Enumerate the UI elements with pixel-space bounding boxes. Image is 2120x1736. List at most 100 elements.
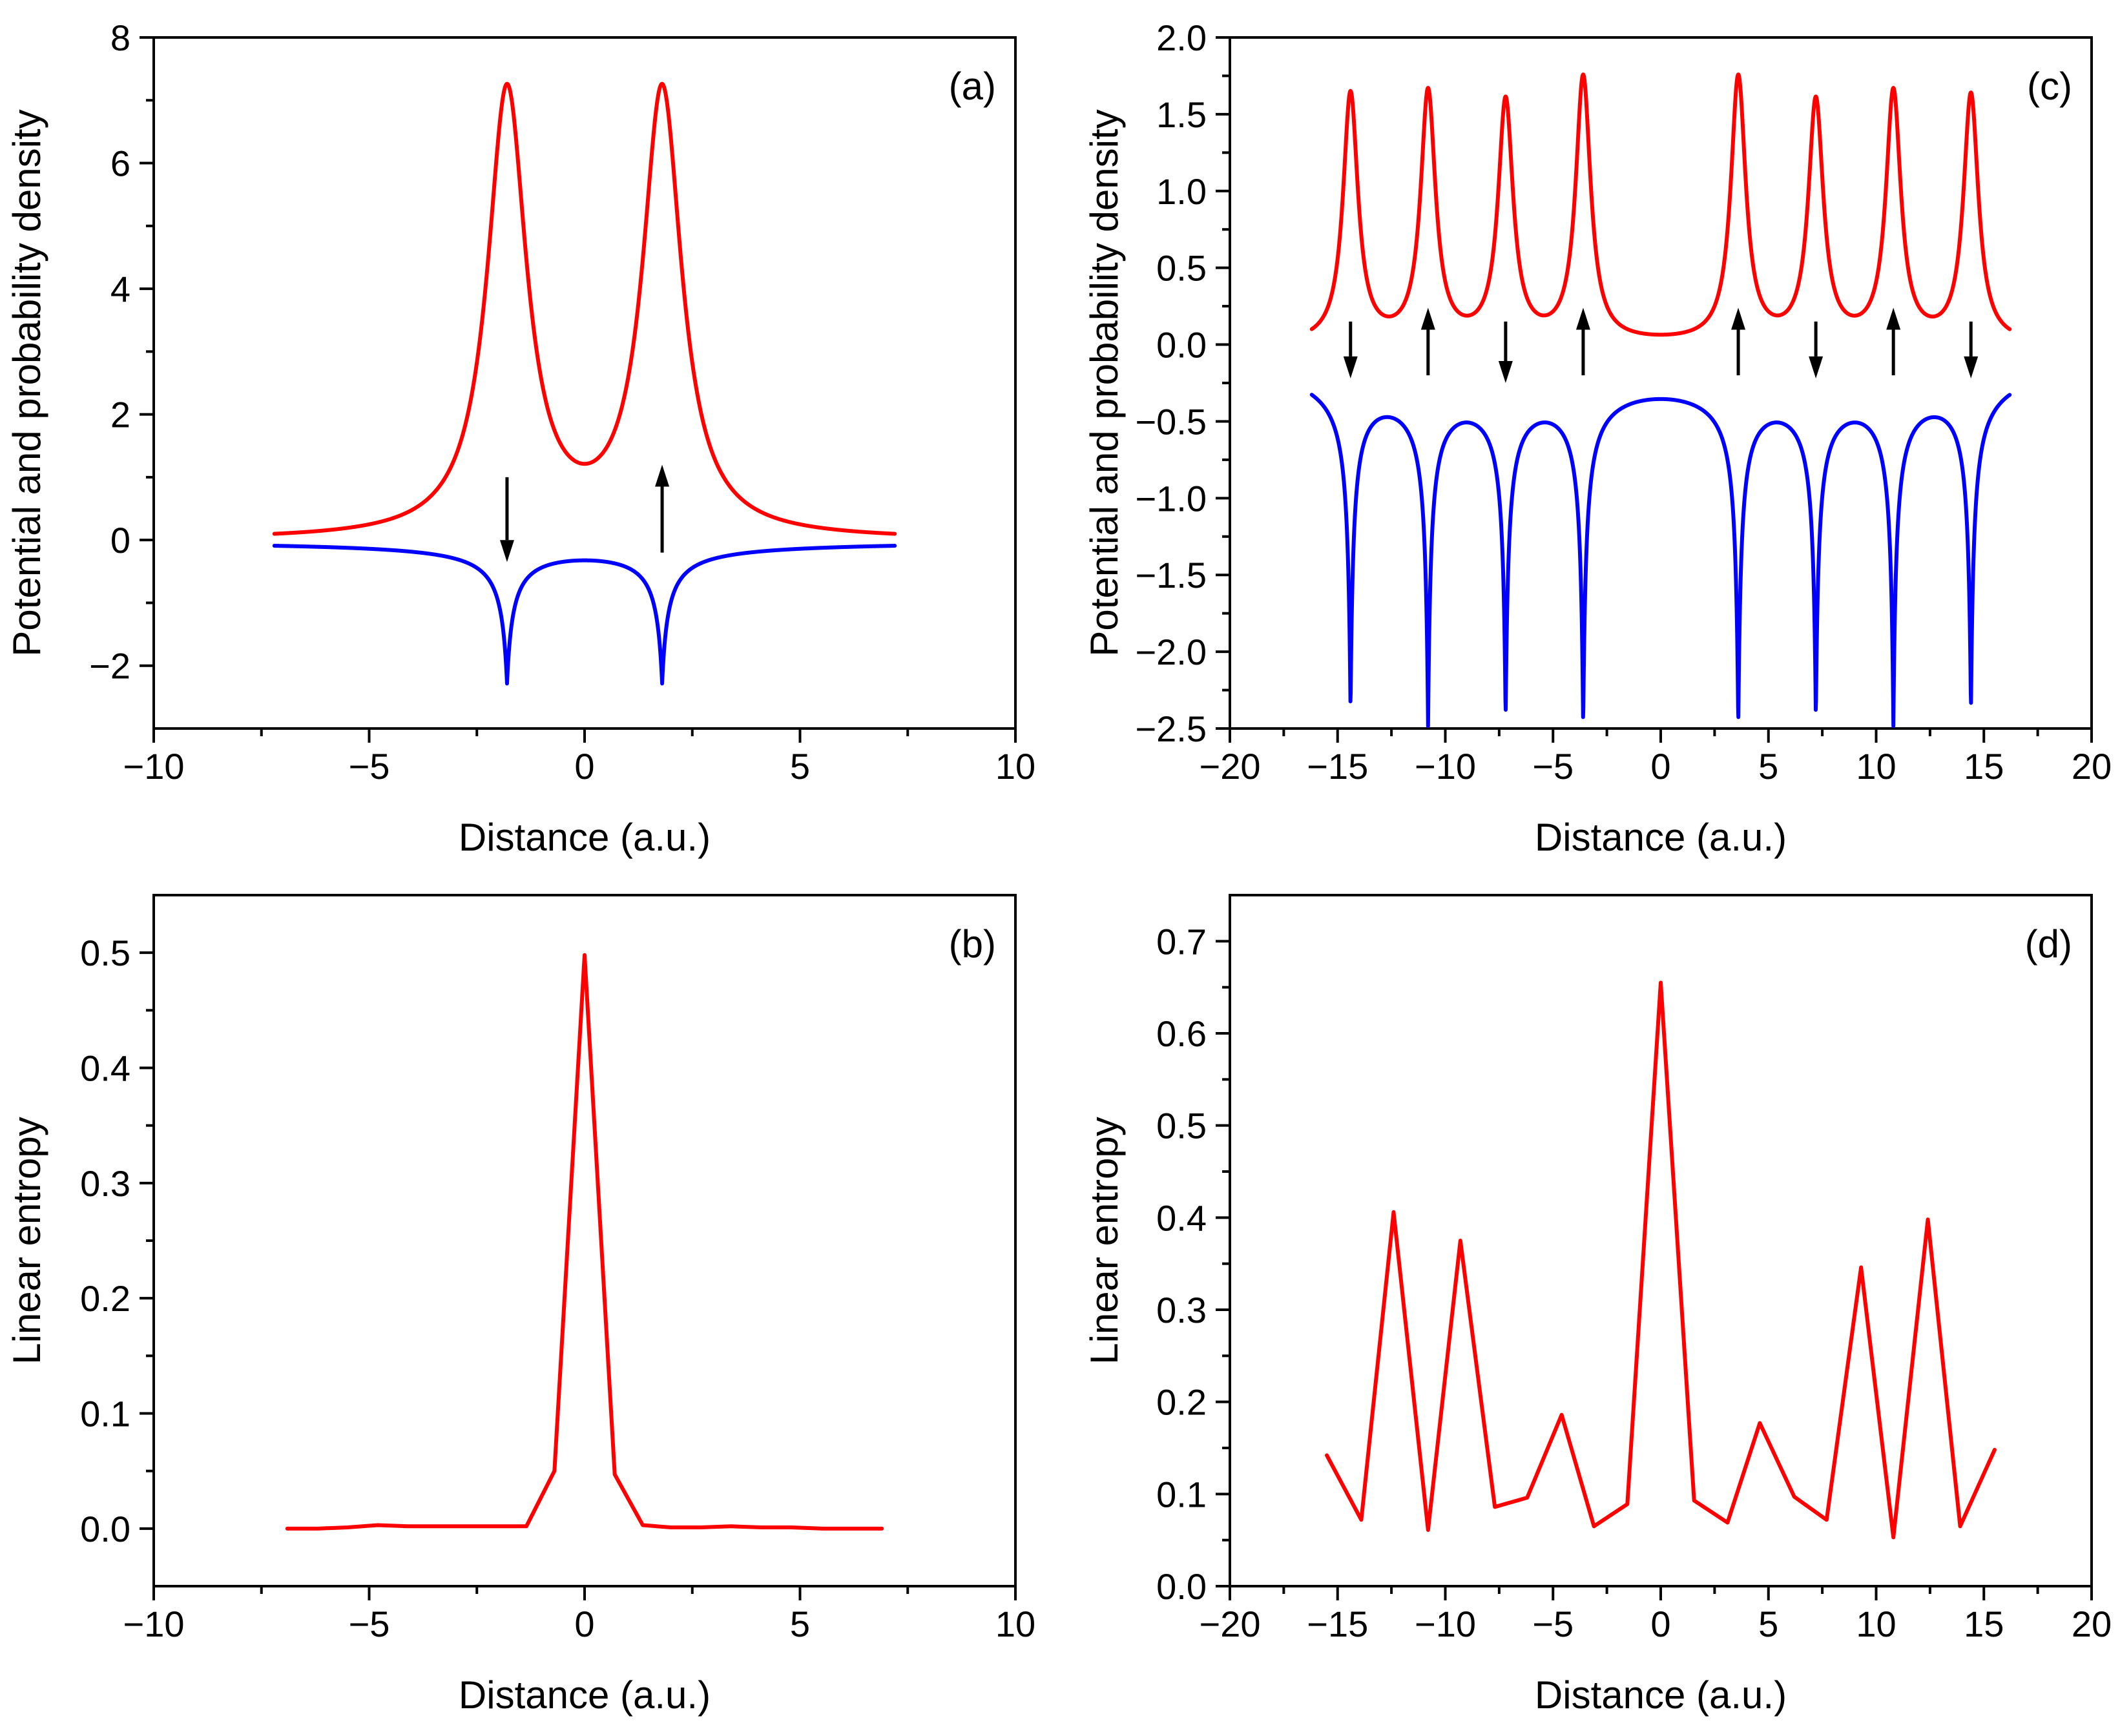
- panel-c-xtick-label: 0: [1650, 746, 1670, 787]
- panel-a-arrow-down-icon: [499, 540, 514, 563]
- panel-c-arrow-down-icon: [1343, 356, 1358, 378]
- panel-c-arrow-up-icon: [1731, 307, 1746, 330]
- panel-a-xtick-label: 0: [574, 746, 594, 787]
- panel-c-ytick-label: −2.5: [1135, 708, 1207, 749]
- panel-a-xlabel: Distance (a.u.): [459, 816, 711, 859]
- panel-c-xtick-label: 5: [1758, 746, 1778, 787]
- panel-d-xtick-label: 10: [1856, 1604, 1896, 1644]
- panel-b-xlabel: Distance (a.u.): [459, 1673, 711, 1717]
- panel-d-xlabel: Distance (a.u.): [1535, 1673, 1787, 1717]
- panel-a-series-potential: [272, 544, 897, 686]
- panel-c-arrow-down-icon: [1809, 356, 1824, 378]
- panel-a-xtick-label: 10: [995, 746, 1035, 787]
- panel-d-ytick-label: 0.2: [1156, 1382, 1207, 1423]
- panel-c-ytick-label: −1.5: [1135, 555, 1207, 595]
- panel-b-xtick-label: 10: [995, 1604, 1035, 1644]
- panel-b-ytick-label: 0.4: [80, 1048, 130, 1089]
- panel-d-ticks: −20 −15 −10 −5 0 5 10 15 20 0.0 0.1 0.2 0.3 0.4 0.5 0.6…: [1156, 921, 2112, 1644]
- panel-c-label: (c): [2027, 65, 2072, 108]
- panel-b-ticks: −10 −5 0 5 10 0.0 0.1 0.2 0.3 0.4 0.5: [80, 933, 1035, 1644]
- panel-d-ytick-label: 0.5: [1156, 1106, 1207, 1146]
- panel-d-xtick-label: 20: [2072, 1604, 2112, 1644]
- panel-c-xtick-label: −10: [1415, 746, 1476, 787]
- panel-d-ytick-label: 0.0: [1156, 1566, 1207, 1607]
- panel-d-xtick-label: −10: [1415, 1604, 1476, 1644]
- panel-b-series: [285, 953, 884, 1531]
- panel-c-ytick-label: 1.5: [1156, 94, 1207, 135]
- panel-c-xtick-label: 10: [1856, 746, 1896, 787]
- panel-b-xtick-label: −10: [123, 1604, 185, 1644]
- panel-c-series-probability-density: [1309, 72, 2012, 337]
- panel-c-series-potential: [1309, 393, 2012, 728]
- panel-c-ytick-label: −0.5: [1135, 401, 1207, 442]
- panel-c-xtick-label: −20: [1200, 746, 1261, 787]
- panel-c-ytick-label: −2.0: [1135, 632, 1207, 672]
- panel-d-ylabel: Linear entropy: [1083, 1117, 1126, 1365]
- panel-c-arrow-down-icon: [1498, 361, 1513, 383]
- panel-d-ytick-label: 0.7: [1156, 921, 1207, 962]
- panel-b-xtick-label: −5: [349, 1604, 390, 1644]
- panel-c-arrow-up-icon: [1575, 307, 1590, 330]
- panel-b-label: (b): [949, 922, 996, 966]
- panel-d-series: [1325, 980, 1997, 1540]
- panel-c-arrows: [1343, 307, 1979, 383]
- panel-a-arrow-up-icon: [655, 464, 670, 487]
- panel-a-series: [272, 81, 897, 686]
- panel-c-ytick-label: −1.0: [1135, 478, 1207, 519]
- panel-d-xtick-label: −20: [1200, 1604, 1261, 1644]
- panel-b-series-linear-entropy: [285, 953, 884, 1531]
- panel-b-xtick-label: 5: [790, 1604, 810, 1644]
- panel-c-xtick-label: 15: [1964, 746, 2004, 787]
- panel-d-xtick-label: −15: [1307, 1604, 1368, 1644]
- panel-c-ytick-label: 2.0: [1156, 17, 1207, 58]
- panel-d-ytick-label: 0.1: [1156, 1474, 1207, 1514]
- panel-c-ticks: −20 −15 −10 −5 0 5 10 15 20 −2.5 −2.0 −1.5 −1.0 −0.5 0…: [1135, 17, 2112, 787]
- panel-c-ylabel: Potential and probability density: [1083, 109, 1126, 656]
- panel-c-series: [1309, 72, 2012, 728]
- panel-d-xtick-label: 15: [1964, 1604, 2004, 1644]
- panel-d-ytick-label: 0.4: [1156, 1197, 1207, 1238]
- panel-d-xtick-label: −5: [1532, 1604, 1574, 1644]
- panel-a-label: (a): [949, 65, 996, 108]
- panel-c-ytick-label: 0.5: [1156, 248, 1207, 289]
- panel-c-xtick-label: −5: [1532, 746, 1574, 787]
- panel-d-label: (d): [2025, 922, 2072, 966]
- panel-a-series-probability-density: [272, 81, 897, 536]
- panel-c: −20 −15 −10 −5 0 5 10 15 20 −2.5 −2.0 −1.5 −1.0 −0.5 0…: [1083, 17, 2112, 859]
- panel-b-ytick-label: 0.0: [80, 1509, 130, 1549]
- panel-c-arrow-up-icon: [1886, 307, 1901, 330]
- panel-c-arrow-up-icon: [1420, 307, 1435, 330]
- panel-c-ytick-label: 1.0: [1156, 171, 1207, 212]
- panel-d-ytick-label: 0.3: [1156, 1290, 1207, 1330]
- panel-b-ytick-label: 0.1: [80, 1394, 130, 1434]
- panel-a-ytick-label: 2: [110, 395, 130, 435]
- panel-a-arrows: [499, 464, 670, 563]
- panel-c-arrow-down-icon: [1964, 356, 1979, 378]
- panel-a-ticks: −10 −5 0 5 10 −2 0 2 4 6 8: [89, 17, 1035, 787]
- panel-d-xtick-label: 5: [1758, 1604, 1778, 1644]
- panel-b-ytick-label: 0.3: [80, 1163, 130, 1204]
- panel-a-ytick-label: 6: [110, 143, 130, 184]
- panel-a-ytick-label: 8: [110, 17, 130, 58]
- panel-b-ylabel: Linear entropy: [5, 1117, 48, 1365]
- panel-d-series-linear-entropy: [1325, 980, 1997, 1540]
- panel-a-ytick-label: 0: [110, 520, 130, 561]
- panel-c-xtick-label: 20: [2072, 746, 2112, 787]
- panel-a-ytick-label: 4: [110, 269, 130, 309]
- panel-d-xtick-label: 0: [1650, 1604, 1670, 1644]
- panel-a-xtick-label: −5: [349, 746, 390, 787]
- panel-b-ytick-label: 0.5: [80, 933, 130, 973]
- panel-a-xtick-label: 5: [790, 746, 810, 787]
- panel-b: −10 −5 0 5 10 0.0 0.1 0.2 0.3 0.4 0.5 (b) Distance…: [5, 894, 1035, 1717]
- panel-a: −10 −5 0 5 10 −2 0 2 4 6 8 (a) Distance (a.u.) Pot…: [5, 17, 1035, 859]
- panel-c-ytick-label: 0.0: [1156, 325, 1207, 366]
- panel-a-ytick-label: −2: [89, 646, 130, 687]
- panel-d: −20 −15 −10 −5 0 5 10 15 20 0.0 0.1 0.2 0.3 0.4 0.5 0.6…: [1083, 894, 2112, 1717]
- panel-b-ytick-label: 0.2: [80, 1278, 130, 1319]
- panel-a-ylabel: Potential and probability density: [5, 109, 48, 656]
- panel-c-xlabel: Distance (a.u.): [1535, 816, 1787, 859]
- panel-d-ytick-label: 0.6: [1156, 1013, 1207, 1054]
- panel-c-xtick-label: −15: [1307, 746, 1368, 787]
